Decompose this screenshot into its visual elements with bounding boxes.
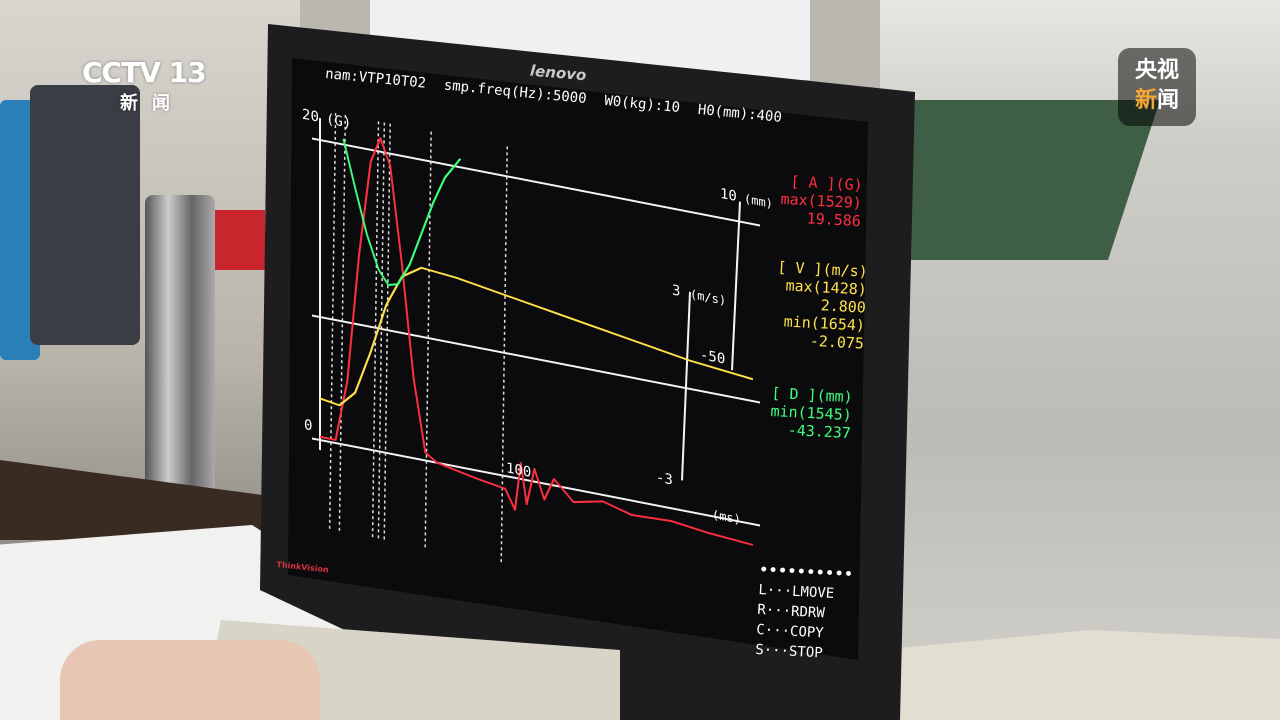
cursor-line bbox=[424, 131, 432, 551]
velocity-readout: [ V ](m/s) max(1428) 2.800 min(1654) -2.… bbox=[773, 258, 868, 353]
green-floor-mat bbox=[900, 100, 1160, 260]
cursor-line bbox=[500, 146, 508, 566]
accel-curve bbox=[320, 137, 753, 546]
displacement-axis bbox=[731, 201, 741, 371]
displacement-curve bbox=[342, 138, 462, 286]
cursor-line bbox=[328, 112, 337, 533]
velocity-curve bbox=[319, 266, 754, 407]
disp-top-label: 10 bbox=[720, 186, 737, 205]
axis-labels: 20 (G) 0 10 (mm) -50 3 (m/s) -3 100 (ms) bbox=[302, 107, 773, 527]
velocity-axis bbox=[681, 291, 691, 481]
time-tick-label: 100 bbox=[506, 460, 531, 481]
cctv13-logo: CCTV 13 新闻 bbox=[82, 56, 207, 114]
disp-bottom-label: -50 bbox=[700, 347, 725, 368]
accel-zero-label: 0 bbox=[304, 417, 312, 434]
barrier-rope bbox=[215, 210, 265, 270]
chart-series bbox=[319, 137, 754, 546]
cursor-line bbox=[383, 123, 391, 543]
gray-suitcase bbox=[30, 85, 140, 345]
accel-top-label: 20 bbox=[302, 107, 319, 126]
top-grid-line bbox=[312, 137, 760, 227]
chart-cursors bbox=[328, 112, 508, 566]
time-axis bbox=[312, 437, 760, 527]
accel-unit-label: (G) bbox=[326, 111, 351, 132]
cursor-line bbox=[338, 114, 347, 534]
cctv-news-logo: 央视 新闻 bbox=[1118, 48, 1196, 126]
accel-readout: [ A ](G) max(1529) 19.586 bbox=[779, 172, 863, 230]
disp-unit-label: (mm) bbox=[744, 192, 773, 211]
time-unit-label: (ms) bbox=[712, 507, 741, 526]
cursor-line bbox=[377, 122, 386, 542]
hand bbox=[60, 640, 320, 720]
vel-unit-label: (m/s) bbox=[690, 287, 726, 308]
test-device bbox=[900, 630, 1280, 720]
displacement-readout: [ D ](mm) min(1545) -43.237 bbox=[769, 384, 853, 442]
cursor-line bbox=[371, 121, 380, 541]
vel-bottom-label: -3 bbox=[656, 469, 673, 488]
barrier-pole bbox=[145, 195, 215, 495]
vel-top-label: 3 bbox=[672, 283, 680, 300]
key-menu: •••••••••• L···LMOVE R···RDRW C···COPY S… bbox=[755, 560, 854, 665]
